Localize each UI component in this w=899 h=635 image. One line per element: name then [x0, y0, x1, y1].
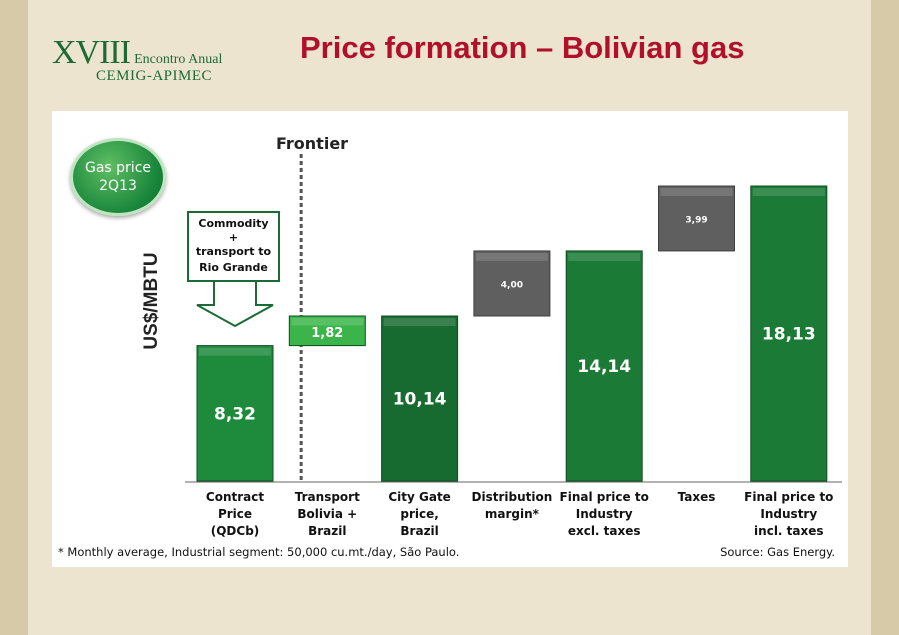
y-axis-label: US$/MBTU [141, 252, 162, 350]
bar-value-label-1: 1,82 [311, 326, 343, 341]
bar-highlight-2 [383, 318, 456, 327]
bar-value-label-4: 14,14 [577, 357, 631, 377]
category-label-0: Contract Price (QDCb) [190, 489, 280, 540]
category-label-2: City Gate price, Brazil [375, 489, 465, 540]
category-label-5-line-0: Taxes [677, 490, 716, 504]
callout-arrow [196, 282, 274, 328]
logo-event: Encontro Anual [134, 52, 223, 67]
bar-highlight-5 [660, 188, 733, 196]
callout-line2: + [228, 231, 239, 244]
category-label-1: Transport Bolivia + Brazil [282, 489, 372, 540]
commodity-callout: Commodity + transport to Rio Grande [187, 211, 280, 282]
event-logo: XVIII Encontro Anual CEMIG-APIMEC [52, 34, 222, 85]
bar-highlight-3 [475, 252, 548, 261]
category-label-6-line-1: Industry [760, 507, 818, 521]
bar-value-label-6: 18,13 [762, 325, 816, 345]
category-label-6-line-0: Final price to [744, 490, 834, 504]
category-label-4-line-2: excl. taxes [567, 524, 641, 538]
category-label-1-line-1: Bolivia + [297, 507, 358, 521]
bar-6 [750, 185, 828, 482]
category-label-2-line-1: price, [400, 507, 439, 521]
bar-value-label-3: 4,00 [501, 280, 523, 290]
badge-line2: 2Q13 [99, 178, 137, 194]
category-label-4: Final price to Industry excl. taxes [559, 489, 649, 540]
callout-line3: transport to [195, 245, 272, 258]
source-note: Source: Gas Energy. [720, 545, 835, 559]
category-label-3: Distribution margin* [467, 489, 557, 523]
bar-3 [473, 250, 551, 317]
category-label-0-line-1: Price [217, 507, 253, 521]
bar-2 [381, 315, 459, 482]
bar-5 [658, 185, 735, 252]
left-margin-band [0, 0, 28, 635]
bar-highlight-1 [291, 318, 364, 326]
category-label-4-line-0: Final price to [559, 490, 649, 504]
bar-value-label-2: 10,14 [393, 390, 447, 410]
bar-highlight-4 [568, 252, 641, 261]
callout-line4: Rio Grande [199, 261, 268, 274]
bar-value-label-0: 8,32 [214, 404, 256, 424]
logo-org: CEMIG-APIMEC [96, 68, 213, 84]
category-label-0-line-0: Contract [205, 490, 265, 504]
category-label-1-line-0: Transport [294, 490, 360, 504]
category-label-3-line-0: Distribution [471, 490, 553, 504]
bar-1 [288, 315, 366, 347]
category-label-2-line-2: Brazil [400, 524, 439, 538]
bar-highlight-6 [752, 188, 825, 196]
category-label-1-line-2: Brazil [308, 524, 347, 538]
category-label-6: Final price to Industry incl. taxes [744, 489, 834, 540]
right-margin-band [871, 0, 899, 635]
category-label-5: Taxes [652, 489, 742, 506]
callout-line1: Commodity [198, 217, 269, 230]
footnote: * Monthly average, Industrial segment: 5… [58, 545, 460, 559]
category-label-6-line-2: incl. taxes [754, 524, 824, 538]
slide-title: Price formation – Bolivian gas [300, 30, 745, 65]
gas-price-badge: Gas price 2Q13 [70, 138, 166, 216]
badge-line1: Gas price [84, 160, 151, 176]
category-label-0-line-2: (QDCb) [210, 524, 260, 538]
bar-0 [196, 345, 274, 482]
bar-highlight-0 [199, 347, 271, 356]
frontier-label: Frontier [276, 134, 349, 153]
category-label-4-line-1: Industry [575, 507, 633, 521]
logo-number: XVIII [52, 34, 131, 71]
bar-value-label-5: 3,99 [685, 215, 707, 225]
category-label-2-line-0: City Gate [388, 490, 451, 504]
bar-4 [565, 250, 643, 482]
category-label-3-line-1: margin* [484, 507, 539, 521]
